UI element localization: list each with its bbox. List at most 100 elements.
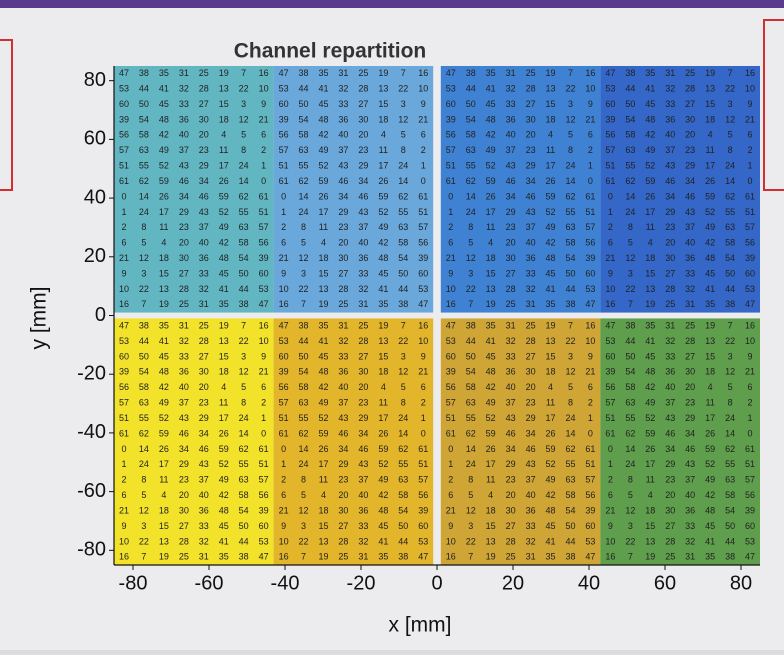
channel-label: 7 <box>301 552 306 562</box>
channel-label: 7 <box>568 68 573 78</box>
channel-label: 38 <box>239 299 249 309</box>
channel-label: 49 <box>486 398 496 408</box>
channel-label: 57 <box>418 475 428 485</box>
channel-label: 59 <box>159 176 169 186</box>
channel-label: 28 <box>199 83 209 93</box>
channel-label: 47 <box>279 68 289 78</box>
channel-label: 32 <box>199 284 209 294</box>
channel-label: 16 <box>745 68 755 78</box>
channel-label: 28 <box>506 284 516 294</box>
channel-label: 24 <box>398 413 408 423</box>
channel-label: 63 <box>139 145 149 155</box>
channel-label: 45 <box>159 99 169 109</box>
channel-label: 1 <box>608 207 613 217</box>
channel-label: 46 <box>685 444 695 454</box>
channel-label: 30 <box>338 253 348 263</box>
channel-label: 0 <box>608 191 613 201</box>
channel-label: 47 <box>279 321 289 331</box>
channel-label: 22 <box>398 83 408 93</box>
channel-label: 7 <box>468 299 473 309</box>
channel-label: 49 <box>378 475 388 485</box>
channel-label: 27 <box>506 268 516 278</box>
channel-label: 17 <box>159 459 169 469</box>
channel-label: 38 <box>239 552 249 562</box>
channel-label: 53 <box>605 83 615 93</box>
channel-label: 37 <box>665 398 675 408</box>
channel-label: 55 <box>398 207 408 217</box>
channel-label: 18 <box>318 505 328 515</box>
channel-label: 15 <box>378 99 388 109</box>
channel-label: 23 <box>665 475 675 485</box>
channel-label: 0 <box>748 176 753 186</box>
channel-label: 57 <box>259 222 269 232</box>
channel-label: 9 <box>261 351 266 361</box>
channel-label: 14 <box>565 428 575 438</box>
channel-label: 28 <box>358 83 368 93</box>
channel-label: 55 <box>398 459 408 469</box>
channel-label: 41 <box>378 284 388 294</box>
channel-label: 26 <box>705 428 715 438</box>
channel-label: 34 <box>358 176 368 186</box>
channel-label: 16 <box>418 321 428 331</box>
channel-label: 28 <box>179 536 189 546</box>
channel-label: 6 <box>448 490 453 500</box>
channel-label: 14 <box>725 176 735 186</box>
channel-label: 62 <box>239 444 249 454</box>
channel-label: 36 <box>506 367 516 377</box>
channel-label: 35 <box>159 68 169 78</box>
channel-label: 46 <box>526 444 536 454</box>
channel-label: 44 <box>139 336 149 346</box>
channel-label: 19 <box>159 299 169 309</box>
channel-label: 23 <box>685 145 695 155</box>
channel-label: 36 <box>199 253 209 263</box>
channel-label: 10 <box>605 284 615 294</box>
channel-label: 28 <box>526 336 536 346</box>
channel-label: 49 <box>219 475 229 485</box>
channel-label: 37 <box>179 145 189 155</box>
channel-label: 18 <box>378 367 388 377</box>
channel-label: 24 <box>139 459 149 469</box>
channel-label: 45 <box>318 99 328 109</box>
channel-label: 8 <box>468 475 473 485</box>
channel-label: 0 <box>121 191 126 201</box>
channel-label: 14 <box>139 191 149 201</box>
channel-label: 54 <box>139 114 149 124</box>
channel-label: 43 <box>685 459 695 469</box>
channel-label: 24 <box>466 459 476 469</box>
channel-label: 12 <box>239 114 249 124</box>
channel-label: 44 <box>139 83 149 93</box>
channel-label: 9 <box>281 268 286 278</box>
channel-label: 21 <box>119 253 129 263</box>
channel-label: 18 <box>159 253 169 263</box>
channel-label: 28 <box>358 336 368 346</box>
channel-label: 29 <box>338 207 348 217</box>
channel-label: 21 <box>446 253 456 263</box>
channel-label: 52 <box>546 207 556 217</box>
channel-label: 32 <box>179 83 189 93</box>
channel-label: 39 <box>119 114 129 124</box>
channel-label: 32 <box>526 536 536 546</box>
channel-label: 11 <box>379 145 388 155</box>
channel-label: 29 <box>665 207 675 217</box>
channel-label: 12 <box>398 367 408 377</box>
channel-label: 26 <box>645 191 655 201</box>
channel-label: 7 <box>141 299 146 309</box>
channel-label: 18 <box>219 114 229 124</box>
channel-label: 44 <box>239 284 249 294</box>
channel-label: 60 <box>418 521 428 531</box>
channel-label: 62 <box>466 176 476 186</box>
channel-label: 13 <box>219 83 229 93</box>
channel-label: 5 <box>141 238 146 248</box>
channel-label: 58 <box>466 382 476 392</box>
channel-label: 40 <box>338 382 348 392</box>
channel-label: 8 <box>241 145 246 155</box>
channel-label: 29 <box>358 413 368 423</box>
channel-label: 20 <box>338 490 348 500</box>
channel-label: 33 <box>358 521 368 531</box>
channel-label: 50 <box>239 268 249 278</box>
channel-label: 56 <box>119 382 129 392</box>
channel-label: 20 <box>526 382 536 392</box>
channel-label: 56 <box>259 490 269 500</box>
channel-label: 23 <box>685 398 695 408</box>
channel-label: 42 <box>645 382 655 392</box>
